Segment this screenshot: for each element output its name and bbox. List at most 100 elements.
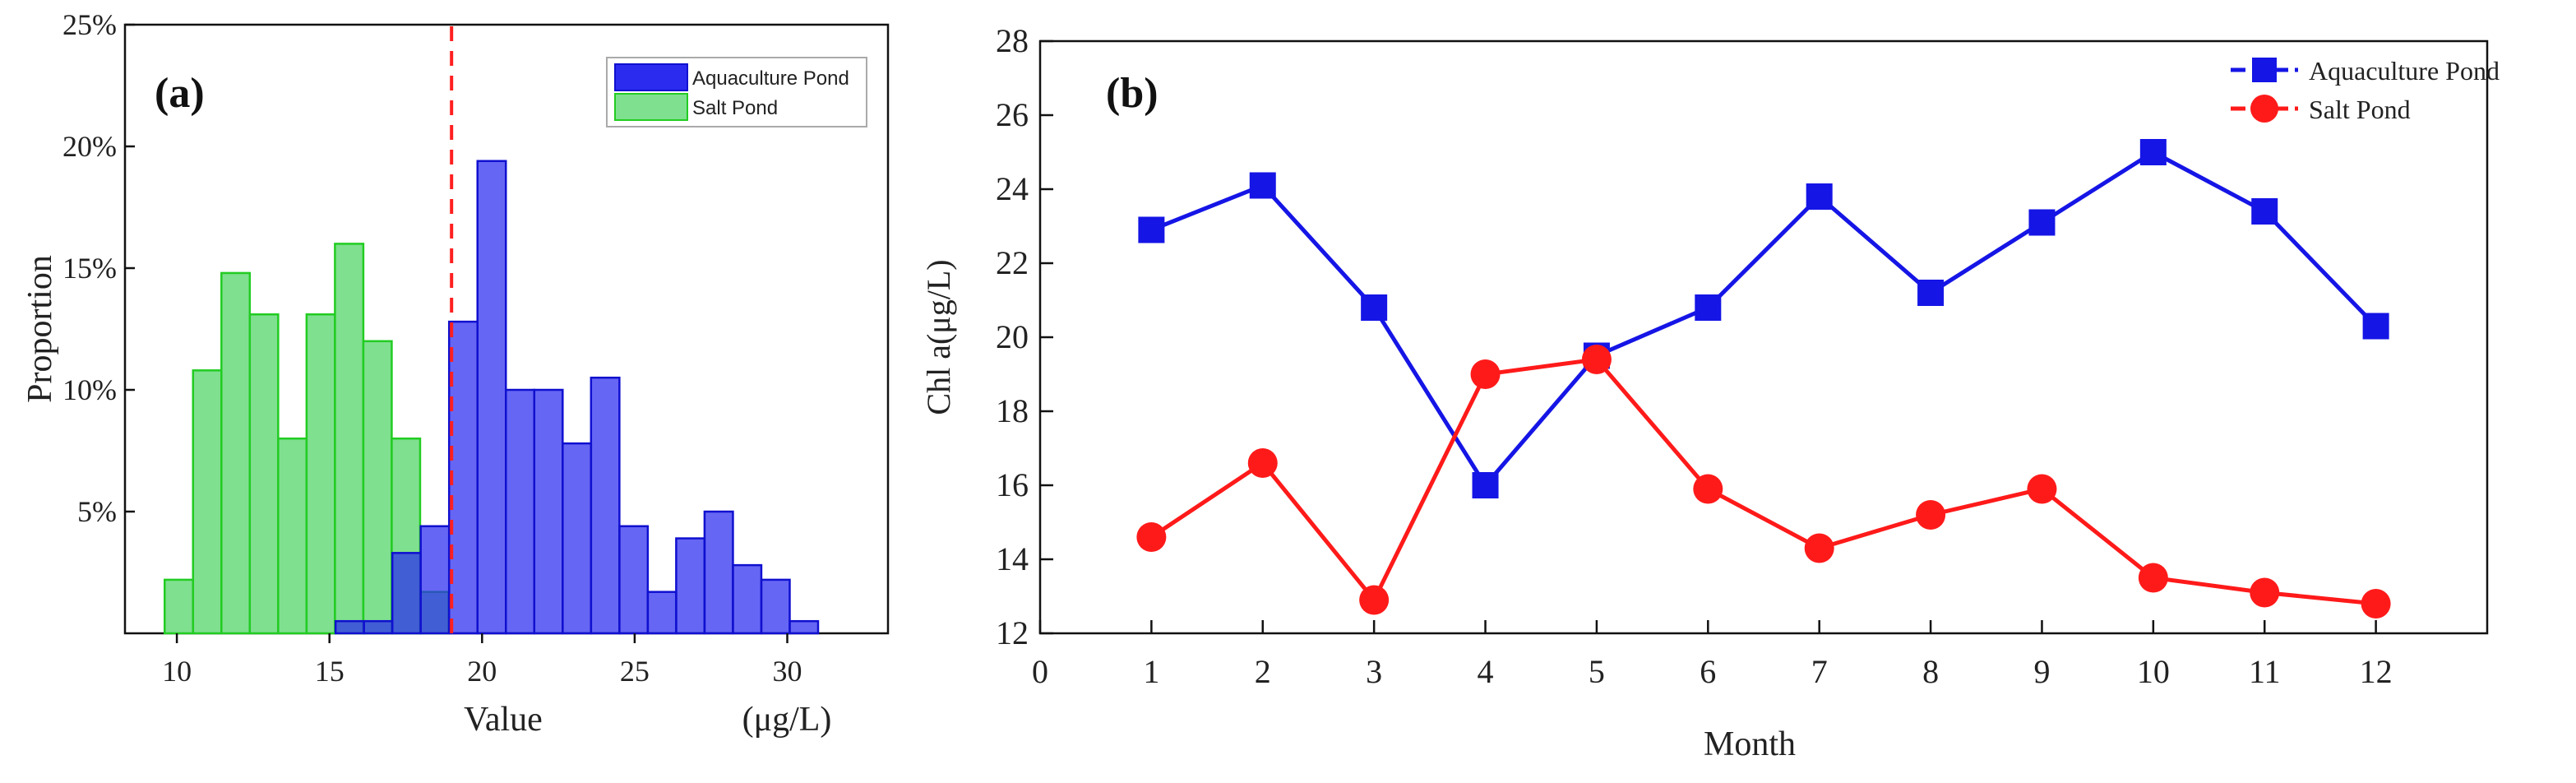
aquaculture-pond-bar-15 bbox=[760, 578, 791, 635]
aquaculture-pond-point bbox=[2028, 209, 2056, 236]
line-x-axis-label: Month bbox=[1704, 725, 1796, 763]
histogram-unit-label: (μg/L) bbox=[742, 701, 832, 739]
aquaculture-pond-point bbox=[1361, 294, 1388, 321]
aquaculture-pond-bar-3 bbox=[419, 525, 451, 635]
salt-pond-bar-6 bbox=[334, 243, 365, 635]
line-y-tick-label: 14 bbox=[996, 540, 1029, 577]
aquaculture-pond-bar-12 bbox=[675, 537, 706, 635]
line-x-tick-label: 12 bbox=[2360, 653, 2393, 690]
legend-swatch-salt bbox=[614, 93, 688, 121]
legend-marker-salt bbox=[2250, 95, 2278, 123]
line-y-tick-label: 12 bbox=[996, 614, 1029, 651]
aquaculture-pond-bar-5 bbox=[476, 160, 507, 635]
salt-pond-point bbox=[1581, 345, 1612, 374]
salt-pond-point bbox=[1359, 585, 1390, 615]
line-plot-area bbox=[1038, 39, 2489, 635]
line-y-tick-label: 26 bbox=[996, 96, 1029, 133]
aquaculture-pond-bar-11 bbox=[646, 591, 678, 635]
aquaculture-pond-bar-4 bbox=[447, 320, 479, 635]
aquaculture-pond-bar-13 bbox=[703, 510, 734, 635]
histogram-y-tick-label: 5% bbox=[77, 495, 117, 528]
salt-pond-point bbox=[1804, 533, 1834, 563]
line-x-tick-label: 3 bbox=[1366, 653, 1382, 690]
salt-pond-point bbox=[1470, 359, 1501, 389]
legend-label-aquaculture-b: Aquaculture Pond bbox=[2309, 56, 2500, 86]
histogram-x-tick-label: 30 bbox=[773, 655, 802, 688]
salt-pond-bar-3 bbox=[248, 313, 280, 635]
line-x-tick-label: 7 bbox=[1811, 653, 1828, 690]
line-y-tick-label: 20 bbox=[996, 318, 1029, 355]
line-y-tick-label: 16 bbox=[996, 466, 1029, 503]
aquaculture-pond-bar-8 bbox=[562, 442, 593, 635]
line-x-tick-label: 1 bbox=[1143, 653, 1159, 690]
salt-pond-point bbox=[1916, 500, 1946, 530]
salt-pond-point bbox=[1136, 522, 1167, 552]
histogram-legend: Aquaculture Pond Salt Pond bbox=[606, 57, 867, 127]
line-x-tick-label: 8 bbox=[1922, 653, 1939, 690]
legend-label-aquaculture: Aquaculture Pond bbox=[692, 67, 849, 90]
aquaculture-pond-point bbox=[1249, 172, 1276, 199]
salt-pond-point bbox=[1247, 448, 1278, 478]
line-y-tick-label: 22 bbox=[996, 244, 1029, 281]
aquaculture-pond-bar-10 bbox=[618, 525, 650, 635]
histogram-y-axis-label: Proportion bbox=[21, 255, 59, 403]
histogram-y-tick-label: 25% bbox=[62, 8, 117, 41]
line-series bbox=[1136, 139, 2391, 619]
histogram-panel-label: (a) bbox=[155, 70, 205, 117]
aquaculture-pond-line bbox=[1150, 150, 2378, 489]
line-x-tick-label: 6 bbox=[1700, 653, 1716, 690]
salt-pond-bar-1 bbox=[192, 369, 223, 635]
line-x-tick-label: 5 bbox=[1589, 653, 1605, 690]
histogram-y-tick-label: 20% bbox=[62, 130, 117, 163]
aquaculture-pond-point bbox=[2139, 139, 2167, 165]
aquaculture-pond-point bbox=[1806, 183, 1833, 210]
line-legend: Aquaculture Pond Salt Pond bbox=[2231, 56, 2500, 124]
line-x-tick-label: 11 bbox=[2249, 653, 2281, 690]
histogram-x-tick-label: 15 bbox=[315, 655, 345, 688]
legend-label-salt-b: Salt Pond bbox=[2309, 95, 2411, 124]
salt-pond-bar-5 bbox=[305, 313, 336, 635]
histogram-panel: 10 15 20 25 30 5% 10% 15% 20% 25% (a) Proportion… bbox=[21, 8, 890, 739]
histogram-x-axis: 10 15 20 25 30 bbox=[162, 633, 802, 688]
salt-pond-point bbox=[1693, 474, 1723, 504]
salt-pond-line bbox=[1150, 357, 2376, 606]
aquaculture-pond-bar-9 bbox=[590, 376, 621, 635]
legend-label-salt: Salt Pond bbox=[692, 97, 778, 119]
line-panel-label: (b) bbox=[1106, 70, 1159, 117]
aquaculture-pond-bars bbox=[334, 160, 820, 635]
histogram-y-axis: 5% 10% 15% 20% 25% bbox=[62, 8, 135, 528]
histogram-x-tick-label: 25 bbox=[620, 655, 650, 688]
salt-pond-bar-2 bbox=[220, 271, 252, 635]
line-x-tick-label: 10 bbox=[2137, 653, 2170, 690]
histogram-x-tick-label: 10 bbox=[162, 655, 192, 688]
aquaculture-pond-point bbox=[1695, 294, 1722, 321]
aquaculture-pond-bar-2 bbox=[391, 552, 422, 635]
aquaculture-pond-bar-16 bbox=[789, 619, 820, 635]
legend-swatch-aquaculture bbox=[614, 63, 688, 91]
line-x-tick-label: 2 bbox=[1255, 653, 1271, 690]
aquaculture-pond-bar-1 bbox=[363, 619, 394, 635]
aquaculture-pond-bar-6 bbox=[505, 388, 536, 635]
aquaculture-pond-point bbox=[1138, 216, 1165, 243]
legend-marker-aquaculture bbox=[2252, 58, 2277, 82]
histogram-y-tick-label: 15% bbox=[62, 252, 117, 285]
salt-pond-point bbox=[2250, 577, 2280, 608]
salt-pond-point bbox=[2138, 563, 2168, 593]
aquaculture-pond-bar-0 bbox=[334, 619, 365, 635]
salt-pond-point bbox=[2361, 589, 2391, 619]
line-y-axis-label: Chl a(μg/L) bbox=[920, 259, 957, 415]
aquaculture-pond-point bbox=[2362, 313, 2389, 340]
salt-pond-point bbox=[2027, 474, 2057, 504]
aquaculture-pond-bar-14 bbox=[732, 563, 763, 635]
line-x-tick-label: 9 bbox=[2033, 653, 2050, 690]
salt-pond-bar-7 bbox=[362, 340, 393, 635]
histogram-x-axis-label: Value bbox=[464, 701, 543, 739]
aquaculture-pond-point bbox=[1917, 280, 1945, 306]
salt-pond-bars bbox=[164, 243, 450, 635]
histogram-x-tick-label: 20 bbox=[467, 655, 497, 688]
line-x-tick-label: 4 bbox=[1478, 653, 1494, 690]
line-x-tick-label: 0 bbox=[1032, 653, 1048, 690]
line-y-tick-label: 24 bbox=[996, 170, 1029, 207]
